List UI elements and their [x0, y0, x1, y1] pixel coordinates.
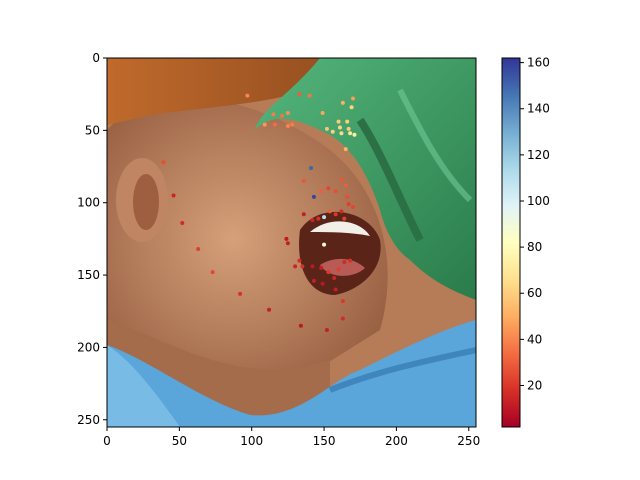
scatter-point — [293, 264, 298, 269]
scatter-point — [324, 328, 329, 333]
scatter-point — [310, 264, 315, 269]
y-tick-label: 0 — [92, 51, 100, 65]
scatter-point — [316, 216, 321, 221]
scatter-point — [267, 307, 272, 312]
colorbar-tick-label: 40 — [527, 332, 542, 346]
scatter-point — [333, 287, 338, 292]
scatter-point — [343, 183, 348, 188]
scatter-point — [333, 212, 338, 217]
scatter-point — [171, 193, 176, 198]
x-tick-label: 250 — [457, 434, 480, 448]
scatter-point — [285, 124, 290, 129]
scatter-point — [346, 202, 351, 207]
scatter-point — [285, 110, 290, 115]
scatter-point — [324, 126, 329, 131]
scatter-point — [351, 96, 355, 101]
scatter-point — [336, 119, 341, 124]
scatter-point — [301, 212, 306, 217]
scatter-point — [280, 113, 285, 118]
scatter-point — [300, 264, 305, 269]
scatter-point — [333, 189, 338, 194]
scatter-point — [340, 100, 345, 105]
photo-image — [107, 58, 476, 427]
scatter-point — [310, 218, 315, 223]
colorbar-axis: 20 40 60 80 100 120 140 160 — [520, 56, 550, 392]
scatter-point — [319, 189, 324, 194]
scatter-point — [342, 260, 347, 265]
x-tick-label: 50 — [172, 434, 187, 448]
x-tick-label: 200 — [385, 434, 408, 448]
colorbar-tick-label: 160 — [527, 56, 550, 70]
scatter-point — [345, 194, 350, 199]
x-tick-label: 100 — [240, 434, 263, 448]
scatter-point — [311, 278, 316, 283]
y-tick-label: 200 — [77, 340, 100, 354]
scatter-points — [161, 92, 357, 333]
scatter-point — [238, 291, 243, 296]
scatter-point — [196, 247, 201, 252]
colorbar-tick-label: 80 — [527, 240, 542, 254]
scatter-point — [320, 110, 325, 115]
scatter-point — [307, 93, 312, 98]
scatter-point — [348, 131, 353, 136]
colorbar-tick-label: 60 — [527, 286, 542, 300]
scatter-point — [272, 122, 277, 127]
x-tick-label: 0 — [103, 434, 111, 448]
scatter-point — [320, 281, 325, 286]
scatter-point — [301, 179, 306, 183]
colorbar — [501, 57, 521, 428]
scatter-point — [340, 316, 345, 321]
scatter-point — [326, 186, 331, 191]
scatter-point — [161, 160, 166, 165]
scatter-point — [348, 258, 353, 263]
scatter-point — [245, 93, 250, 98]
y-tick-label: 150 — [77, 268, 100, 282]
colorbar-tick-label: 20 — [527, 378, 542, 392]
scatter-point — [349, 105, 354, 110]
scatter-point — [340, 299, 345, 304]
scatter-point — [346, 126, 351, 131]
scatter-point — [337, 125, 342, 130]
scatter-point — [345, 119, 350, 124]
y-tick-label: 250 — [77, 413, 100, 427]
scatter-point — [210, 270, 215, 275]
scatter-point — [284, 236, 289, 241]
scatter-point — [342, 216, 347, 221]
scatter-point — [319, 265, 324, 270]
scatter-point — [180, 220, 185, 225]
scatter-point — [332, 275, 337, 280]
scatter-point — [311, 194, 316, 199]
scatter-point — [326, 270, 331, 275]
scatter-point — [327, 209, 332, 214]
scatter-point — [343, 147, 348, 152]
colorbar-tick-label: 100 — [527, 194, 550, 208]
scatter-point — [309, 165, 314, 170]
scatter-point — [322, 215, 327, 220]
scatter-point — [297, 92, 302, 97]
scatter-point — [262, 122, 267, 127]
scatter-point — [298, 323, 303, 328]
scatter-point — [322, 242, 327, 247]
x-tick-label: 150 — [313, 434, 336, 448]
colorbar-tick-label: 140 — [527, 102, 550, 116]
y-axis: 0 50 100 150 200 250 — [77, 51, 107, 427]
scatter-point — [339, 209, 344, 214]
scatter-point — [351, 205, 355, 210]
scatter-point — [352, 132, 357, 137]
scatter-point — [285, 241, 290, 246]
x-axis: 0 50 100 150 200 250 — [103, 427, 480, 448]
scatter-point — [336, 267, 341, 272]
plot-frame — [106, 57, 477, 428]
colorbar-tick-label: 120 — [527, 148, 550, 162]
scatter-point — [330, 129, 335, 134]
scatter-point — [271, 112, 276, 117]
y-tick-label: 100 — [77, 196, 100, 210]
scatter-point — [339, 131, 344, 136]
y-tick-label: 50 — [85, 123, 100, 137]
scatter-point — [339, 177, 344, 182]
scatter-point — [297, 258, 302, 263]
scatter-point — [290, 122, 295, 127]
